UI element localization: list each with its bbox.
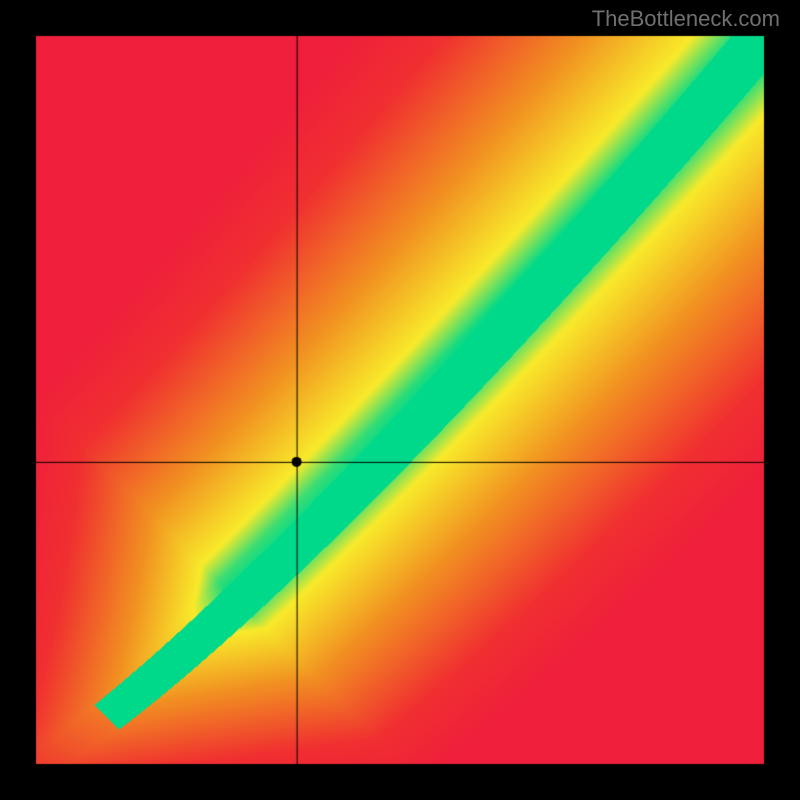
watermark-text: TheBottleneck.com	[592, 6, 780, 32]
bottleneck-heatmap	[0, 0, 800, 800]
chart-container: TheBottleneck.com	[0, 0, 800, 800]
